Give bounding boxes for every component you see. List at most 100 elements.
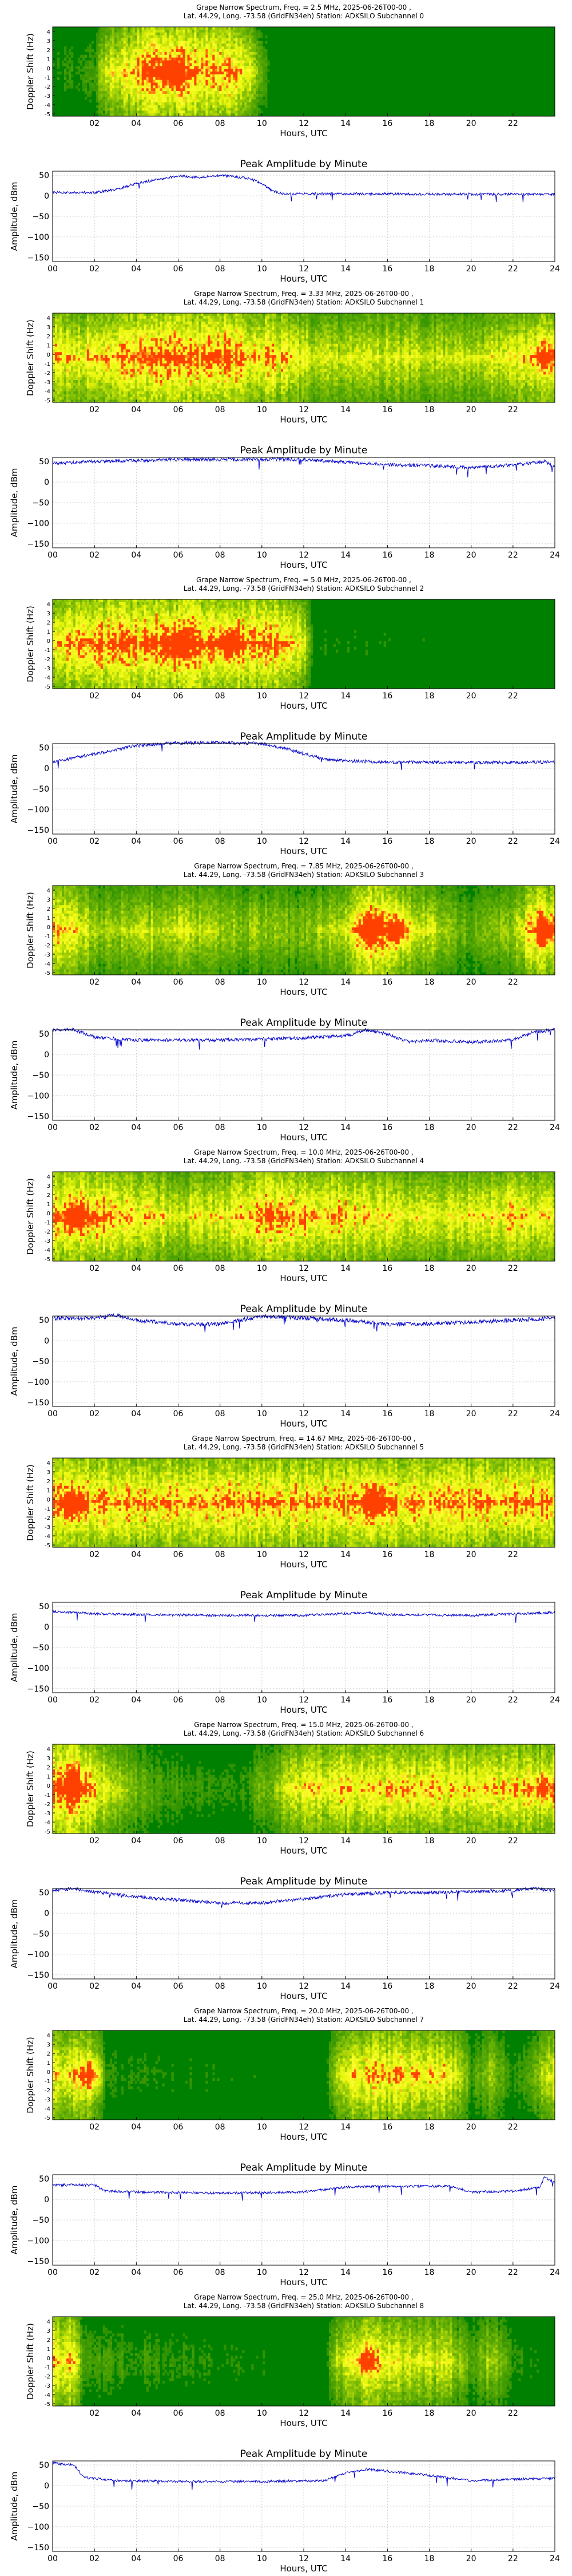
heatmap-cell	[208, 100, 210, 102]
heatmap-cell	[89, 55, 92, 58]
heatmap-cell	[103, 327, 105, 330]
heatmap-cell	[156, 55, 158, 58]
heatmap-cell	[240, 74, 242, 77]
heatmap-cell	[57, 344, 59, 347]
heatmap-cell	[98, 72, 101, 74]
heatmap-cell	[244, 30, 247, 33]
heatmap-cell	[221, 69, 224, 72]
heatmap-cell	[92, 349, 94, 352]
heatmap-cell	[66, 355, 69, 358]
heatmap-cell	[117, 394, 119, 397]
heatmap-cell	[128, 66, 130, 69]
heatmap-cell	[89, 344, 92, 347]
heatmap-cell	[176, 83, 178, 86]
heatmap-cell	[114, 80, 117, 83]
heatmap-cell	[53, 330, 55, 333]
heatmap-cell	[96, 369, 98, 372]
heatmap-cell	[162, 61, 165, 64]
heatmap-cell	[105, 61, 108, 64]
heatmap-cell	[162, 85, 165, 88]
heatmap-cell	[156, 61, 158, 64]
heatmap-cell	[182, 30, 185, 33]
heatmap-cell	[87, 369, 89, 372]
heatmap-cell	[112, 369, 114, 372]
heatmap-cell	[178, 83, 181, 86]
heatmap-cell	[103, 94, 105, 97]
heatmap-cell	[126, 61, 128, 64]
heatmap-cell	[133, 49, 135, 52]
heatmap-cell	[105, 38, 108, 41]
heatmap-cell	[237, 30, 240, 33]
heatmap-cell	[217, 69, 219, 72]
heatmap-cell	[92, 380, 94, 383]
heatmap-cell	[124, 85, 126, 88]
heatmap-cell	[260, 74, 263, 77]
heatmap-cell	[55, 330, 57, 333]
heatmap-cell	[98, 364, 101, 366]
heatmap-cell	[76, 344, 78, 347]
heatmap-cell	[128, 94, 130, 97]
heatmap-cell	[117, 85, 119, 88]
heatmap-cell	[108, 52, 110, 55]
heatmap-cell	[126, 58, 128, 61]
heatmap-cell	[92, 397, 94, 400]
heatmap-cell	[244, 77, 247, 80]
heatmap-cell	[105, 88, 108, 91]
heatmap-cell	[221, 41, 224, 44]
heatmap-cell	[110, 100, 112, 102]
heatmap-cell	[121, 83, 124, 86]
heatmap-cell	[158, 38, 160, 41]
heatmap-cell	[162, 80, 165, 83]
heatmap-cell	[108, 344, 110, 347]
heatmap-cell	[187, 83, 189, 86]
heatmap-cell	[103, 66, 105, 69]
heatmap-cell	[119, 349, 121, 352]
heatmap-cell	[162, 63, 165, 66]
heatmap-cell	[137, 355, 140, 358]
heatmap-cell	[185, 102, 187, 105]
heatmap-cell	[247, 110, 249, 113]
heatmap-cell	[203, 27, 205, 30]
heatmap-cell	[101, 330, 103, 333]
heatmap-cell	[192, 46, 194, 49]
heatmap-cell	[82, 83, 85, 86]
heatmap-cell	[156, 83, 158, 86]
heatmap-cell	[247, 41, 249, 44]
heatmap-cell	[78, 361, 80, 364]
heatmap-cell	[201, 30, 203, 33]
heatmap-cell	[85, 361, 87, 364]
heatmap-cell	[140, 35, 142, 38]
heatmap-cell	[219, 30, 221, 33]
heatmap-cell	[117, 94, 119, 97]
heatmap-cell	[182, 46, 185, 49]
y-tick-label: -5	[45, 112, 50, 118]
heatmap-cell	[208, 85, 210, 88]
heatmap-cell	[233, 83, 235, 86]
heatmap-cell	[103, 316, 105, 319]
heatmap-cell	[244, 27, 247, 30]
heatmap-cell	[89, 325, 92, 327]
heatmap-cell	[130, 372, 133, 374]
heatmap-cell	[64, 327, 66, 330]
heatmap-cell	[242, 100, 244, 102]
heatmap-cell	[244, 102, 247, 105]
heatmap-cell	[174, 94, 176, 97]
y-tick-label: 0	[47, 66, 50, 72]
heatmap-cell	[57, 366, 59, 369]
heatmap-cell	[103, 77, 105, 80]
heatmap-cell	[135, 319, 137, 322]
heatmap-cell	[57, 58, 59, 61]
heatmap-cell	[212, 63, 214, 66]
heatmap-cell	[89, 338, 92, 341]
heatmap-cell	[219, 88, 221, 91]
heatmap-cell	[203, 72, 205, 74]
heatmap-cell	[110, 327, 112, 330]
heatmap-cell	[53, 322, 55, 325]
heatmap-cell	[119, 35, 121, 38]
heatmap-cell	[146, 35, 149, 38]
heatmap-cell	[73, 358, 76, 361]
heatmap-cell	[249, 94, 251, 97]
heatmap-cell	[208, 44, 210, 46]
heatmap-cell	[258, 102, 260, 105]
heatmap-cell	[66, 377, 69, 380]
